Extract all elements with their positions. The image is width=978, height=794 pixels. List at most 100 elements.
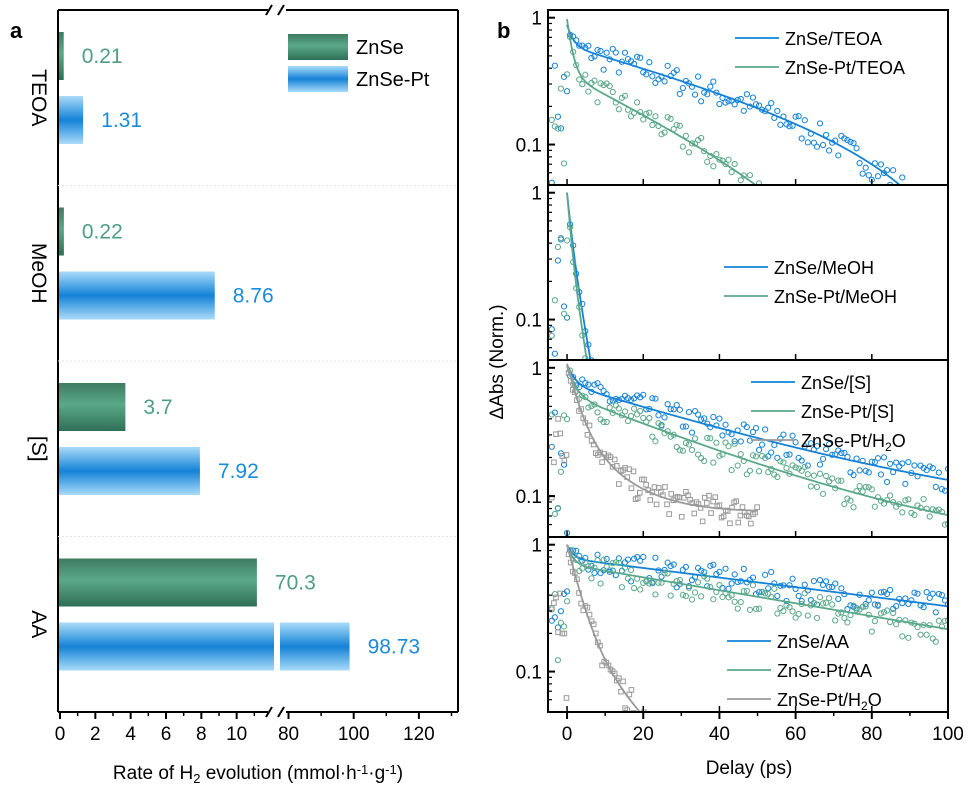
data-point-ZnSe-Pt/[S]	[926, 513, 933, 520]
data-point-ZnSe/[S]	[880, 454, 888, 461]
data-point-ZnSe-Pt/AA	[932, 638, 939, 645]
data-point-ZnSe/AA	[893, 603, 900, 610]
y-tick-label: 0.1	[516, 663, 542, 684]
data-point-ZnSe-Pt/AA	[749, 582, 757, 589]
data-point-ZnSe/AA	[670, 561, 677, 568]
bar-ZnSe-Pt	[59, 622, 350, 671]
data-point-ZnSe/AA	[935, 590, 942, 598]
data-point-ZnSe/[S]	[597, 383, 604, 391]
data-point-ZnSe-Pt/H2O	[628, 687, 635, 693]
data-point-ZnSe/TEOA	[786, 123, 793, 130]
data-point-ZnSe/[S]	[944, 465, 948, 472]
data-point-ZnSe/AA	[603, 555, 610, 563]
data-point-ZnSe-Pt/[S]	[850, 504, 857, 511]
y-tick-label: 1	[531, 359, 542, 380]
data-point-ZnSe/[S]	[935, 469, 942, 476]
data-point-ZnSe/[S]	[862, 467, 869, 474]
data-point-ZnSe-Pt/AA	[893, 621, 900, 628]
data-point-ZnSe-Pt/AA	[850, 602, 857, 609]
data-point-ZnSe-Pt/AA	[597, 580, 604, 587]
data-point-ZnSe-Pt/TEOA	[787, 203, 792, 208]
data-point-ZnSe/[S]	[774, 454, 781, 461]
data-point-ZnSe-Pt/AA	[640, 579, 647, 586]
data-point-ZnSe-Pt/AA	[698, 593, 705, 600]
data-point-ZnSe/AA	[914, 590, 921, 597]
data-point-ZnSe/[S]	[661, 414, 668, 421]
data-point-ZnSe/TEOA	[862, 164, 869, 171]
data-point-ZnSe/AA	[679, 566, 686, 573]
data-point-ZnSe-Pt/AA	[902, 617, 909, 624]
data-point-ZnSe-Pt/TEOA	[576, 76, 583, 83]
data-point-ZnSe/MeOH	[548, 326, 555, 333]
data-point-ZnSe/AA	[765, 585, 772, 592]
data-point-ZnSe/AA	[838, 585, 845, 592]
panel-a-legend: ZnSe ZnSe-Pt	[288, 34, 430, 92]
data-point-ZnSe-Pt/[S]	[838, 477, 845, 484]
category-label: TEOA	[27, 69, 50, 126]
data-point-ZnSe/[S]	[850, 471, 857, 479]
data-point-ZnSe/TEOA	[890, 167, 897, 174]
data-point-ZnSe/AA	[826, 583, 833, 591]
data-point-ZnSe/MeOH	[560, 303, 568, 310]
data-point-ZnSe-Pt/TEOA	[676, 122, 683, 129]
data-point-ZnSe/[S]	[752, 425, 760, 432]
data-point-ZnSe-Pt/TEOA	[704, 158, 711, 165]
data-point-ZnSe/AA	[630, 555, 638, 562]
data-point-ZnSe-Pt/[S]	[774, 473, 781, 481]
data-point-ZnSe/[S]	[783, 451, 790, 459]
data-point-ZnSe-Pt/H2O	[652, 718, 657, 723]
bar-ZnSe	[59, 207, 64, 256]
data-point-ZnSe-Pt/[S]	[698, 455, 705, 462]
data-point-ZnSe/TEOA	[676, 90, 683, 98]
data-point-ZnSe-Pt/[S]	[582, 393, 589, 401]
legend-label: ZnSe-Pt	[356, 69, 430, 91]
data-point-ZnSe-Pt/AA	[877, 610, 885, 617]
data-point-ZnSe-Pt/AA	[710, 596, 717, 603]
legend-label: ZnSe/MeOH	[774, 258, 874, 278]
data-point-ZnSe-Pt/AA	[917, 631, 924, 638]
data-point-ZnSe/TEOA	[649, 73, 656, 80]
data-point-ZnSe-Pt/[S]	[649, 433, 656, 440]
data-point-ZnSe-Pt/[S]	[783, 464, 790, 472]
data-point-ZnSe-Pt/H2O	[643, 481, 649, 488]
data-point-ZnSe-Pt/AA	[789, 608, 796, 615]
fit-line-ZnSe/[S]	[566, 364, 948, 481]
data-point-ZnSe-Pt/[S]	[844, 495, 851, 502]
data-point-ZnSe-Pt/AA	[646, 580, 653, 587]
data-point-ZnSe/TEOA	[795, 113, 802, 120]
data-point-ZnSe/TEOA	[594, 46, 601, 54]
data-point-ZnSe/TEOA	[615, 69, 622, 76]
data-point-ZnSe-Pt/TEOA	[640, 116, 647, 123]
data-point-ZnSe-Pt/[S]	[734, 462, 741, 469]
data-point-ZnSe/TEOA	[643, 71, 650, 78]
x-tick-label: 2	[90, 724, 101, 745]
data-point-ZnSe/[S]	[804, 462, 811, 469]
x-tick-label: 80	[861, 724, 882, 745]
legend-label: ZnSe-Pt/H2O	[777, 690, 882, 713]
data-point-ZnSe-Pt/[S]	[813, 483, 821, 491]
data-point-ZnSe-Pt/TEOA	[591, 77, 598, 84]
data-point-ZnSe/[S]	[777, 435, 784, 442]
data-point-ZnSe/TEOA	[585, 42, 592, 49]
data-point-ZnSe/[S]	[792, 439, 799, 446]
data-point-ZnSe-Pt/[S]	[816, 470, 824, 477]
data-point-ZnSe/TEOA	[603, 49, 610, 56]
data-point-ZnSe/MeOH	[554, 257, 562, 264]
data-point-ZnSe/[S]	[737, 438, 744, 445]
data-point-ZnSe-Pt/TEOA	[737, 177, 744, 184]
data-point-ZnSe-Pt/[S]	[557, 468, 565, 475]
fit-line-ZnSe-Pt/[S]	[566, 365, 948, 516]
data-point-ZnSe-Pt/AA	[890, 609, 897, 617]
data-point-ZnSe/TEOA	[600, 66, 607, 73]
data-point-ZnSe/AA	[573, 547, 580, 554]
data-point-ZnSe-Pt/[S]	[704, 434, 711, 442]
data-point-ZnSe-Pt/TEOA	[722, 160, 729, 168]
data-point-ZnSe/AA	[740, 565, 747, 572]
data-point-ZnSe/[S]	[634, 392, 641, 399]
data-point-ZnSe/AA	[932, 609, 939, 616]
data-point-ZnSe/[S]	[938, 486, 946, 493]
data-point-ZnSe/[S]	[600, 387, 607, 395]
data-point-ZnSe/TEOA	[816, 120, 824, 127]
data-point-ZnSe-Pt/AA	[905, 634, 912, 641]
data-point-ZnSe/TEOA	[621, 49, 629, 56]
